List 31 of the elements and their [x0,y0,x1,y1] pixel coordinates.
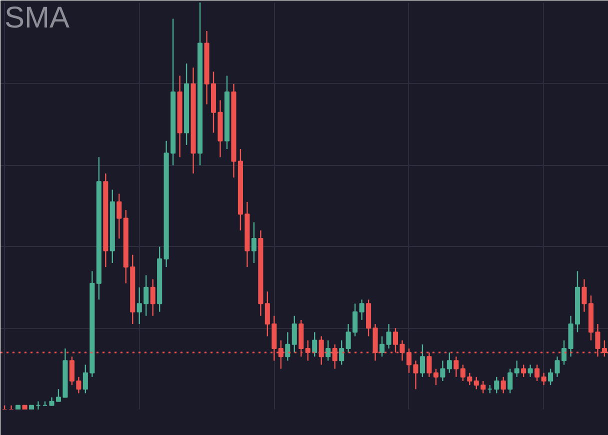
candlestick [480,380,486,394]
candlestick [116,193,122,240]
candlestick [467,372,472,386]
candlestick [251,222,256,264]
candlestick [312,332,318,358]
candlestick [264,290,270,337]
candlestick [69,356,74,386]
candlestick [285,332,290,362]
candlestick [440,360,446,382]
candlestick [359,299,364,321]
candlestick [454,356,459,378]
candlestick [76,376,82,394]
candlestick [514,360,520,378]
candlestick [528,364,533,378]
candlestick [150,278,156,316]
candlestick [541,372,546,386]
candlestick [326,340,331,362]
candlestick [292,315,297,354]
candlestick [508,368,513,394]
candlestick [474,376,479,390]
candlestick [534,364,540,382]
candlestick [460,364,466,382]
candlestick [339,340,344,366]
candlestick [446,352,452,374]
candlestick [582,278,587,312]
candlestick [500,376,506,394]
candlestick [433,368,438,386]
candlestick [521,364,526,378]
annotation: SMA [4,2,70,34]
candlestick [420,344,425,378]
candlestick [494,376,500,394]
